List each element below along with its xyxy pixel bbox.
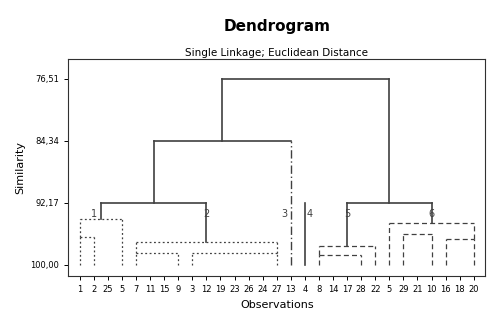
Text: 2: 2 — [203, 209, 209, 219]
Y-axis label: Similarity: Similarity — [15, 141, 25, 194]
Text: 4: 4 — [307, 209, 313, 219]
Text: 1: 1 — [90, 209, 97, 219]
X-axis label: Observations: Observations — [240, 300, 314, 310]
Text: 3: 3 — [281, 209, 287, 219]
Title: Single Linkage; Euclidean Distance: Single Linkage; Euclidean Distance — [185, 48, 368, 58]
Text: Dendrogram: Dendrogram — [223, 19, 330, 34]
Text: 6: 6 — [428, 209, 434, 219]
Text: 5: 5 — [344, 209, 350, 219]
